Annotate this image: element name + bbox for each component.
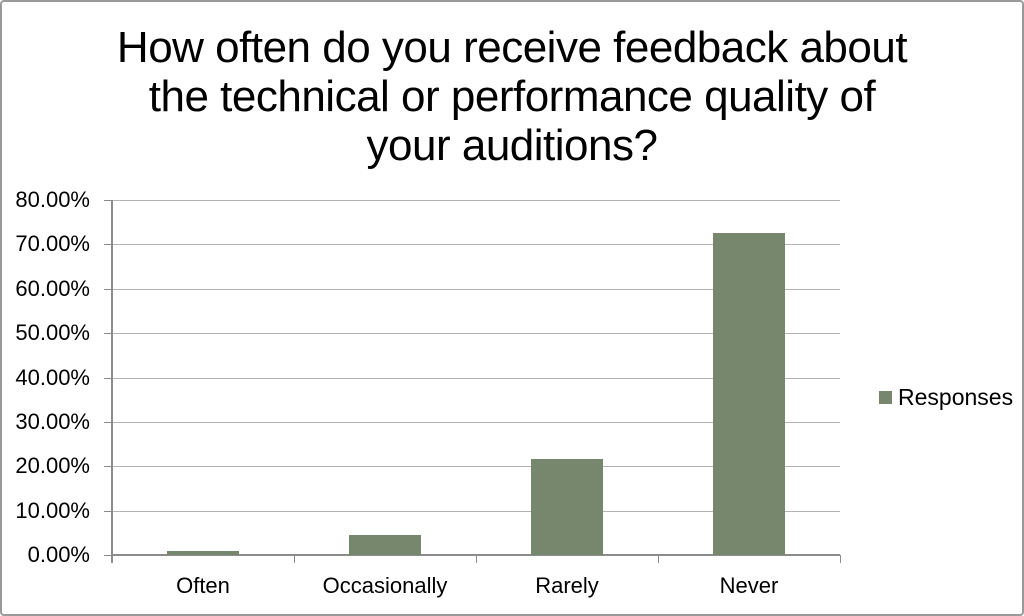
x-axis-tick <box>476 555 477 563</box>
y-axis-tick <box>104 510 112 512</box>
x-axis-category-label: Often <box>176 573 230 598</box>
x-axis-tick <box>294 555 295 563</box>
x-axis-tick <box>658 555 659 563</box>
x-axis-category-label: Never <box>719 573 779 598</box>
y-axis-tick-label: 20.00% <box>15 453 90 479</box>
y-axis-tick-label: 0.00% <box>27 542 90 567</box>
gridline <box>112 466 840 468</box>
y-axis-tick-label: 10.00% <box>15 497 90 523</box>
y-axis-tick-label: 80.00% <box>15 187 90 212</box>
x-axis-tick <box>112 555 113 563</box>
x-axis-line <box>111 554 840 556</box>
chart-title-line-2: the technical or performance quality of <box>148 72 876 121</box>
chart-legend: Responses <box>879 383 1013 411</box>
y-axis-tick <box>104 200 112 201</box>
bar-occasionally <box>349 535 421 555</box>
y-axis-tick <box>104 555 112 556</box>
legend-swatch-icon <box>879 390 892 404</box>
y-axis-tick <box>104 377 112 379</box>
y-axis-tick-label: 50.00% <box>15 320 90 346</box>
y-axis-tick <box>104 466 112 468</box>
y-axis-tick <box>104 333 112 335</box>
chart-title: How often do you receive feedback about … <box>2 23 1022 170</box>
y-axis-tick <box>104 288 112 290</box>
gridline <box>112 200 840 201</box>
x-axis-category-label: Occasionally <box>322 573 448 598</box>
y-axis-tick-label: 60.00% <box>15 275 90 301</box>
x-axis-category-label: Rarely <box>535 573 599 598</box>
y-axis-line <box>111 200 113 563</box>
y-axis-tick <box>104 421 112 423</box>
chart-title-line-1: How often do you receive feedback about <box>116 23 908 72</box>
gridline <box>112 244 840 246</box>
gridline <box>112 377 840 379</box>
bar-never <box>713 233 785 555</box>
legend-label: Responses <box>898 384 1014 410</box>
gridline <box>112 333 840 335</box>
gridline <box>112 510 840 512</box>
gridline <box>112 288 840 290</box>
y-axis-tick <box>104 244 112 246</box>
y-axis-tick-label: 30.00% <box>15 408 90 434</box>
y-axis-tick-label: 40.00% <box>15 364 90 390</box>
x-axis-tick <box>840 555 841 563</box>
gridline <box>112 421 840 423</box>
bar-rarely <box>531 459 603 555</box>
y-axis-tick-label: 70.00% <box>15 231 90 257</box>
bar-often <box>167 551 239 555</box>
chart-title-line-3: your auditions? <box>366 121 658 170</box>
